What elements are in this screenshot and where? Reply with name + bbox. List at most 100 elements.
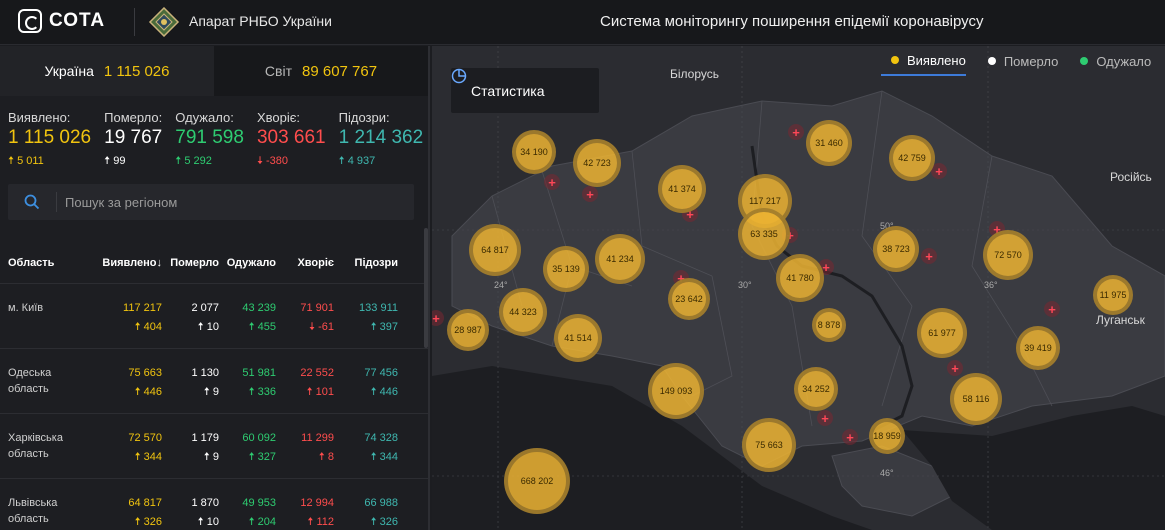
region-case-bubble[interactable]: 72 570 bbox=[983, 230, 1033, 280]
stat-value: 303 661 bbox=[256, 127, 326, 148]
legend-recovered[interactable]: Одужало bbox=[1070, 46, 1151, 76]
statistics-button[interactable]: Статистика bbox=[451, 68, 599, 113]
region-case-bubble[interactable]: 42 759 bbox=[889, 135, 935, 181]
region-case-bubble[interactable]: 75 663 bbox=[742, 418, 796, 472]
region-case-bubble[interactable]: 61 977 bbox=[917, 308, 967, 358]
rnbo-emblem-icon bbox=[148, 7, 180, 37]
region-case-bubble[interactable]: 58 116 bbox=[950, 373, 1002, 425]
col-header-region[interactable]: Область bbox=[8, 256, 55, 269]
region-case-bubble[interactable]: 8 878 bbox=[812, 308, 846, 342]
table-scrollbar[interactable] bbox=[424, 228, 428, 348]
col-header-sick[interactable]: Хворіє bbox=[297, 256, 334, 269]
hospital-pin-icon[interactable]: + bbox=[842, 429, 858, 445]
col-header-detected[interactable]: Виявлено↓ bbox=[95, 257, 162, 269]
cell-died: 1 870 🠅 10 bbox=[162, 495, 219, 530]
delta-value: 112 bbox=[316, 516, 334, 528]
region-case-bubble[interactable]: 28 987 bbox=[447, 309, 489, 351]
hospital-pin-icon[interactable]: + bbox=[582, 186, 598, 202]
value: 1 179 bbox=[191, 432, 219, 444]
pie-chart-icon bbox=[451, 68, 467, 84]
region-name: м. Київ bbox=[8, 302, 44, 314]
delta: 🠅 397 bbox=[370, 321, 398, 333]
table-row[interactable]: Одеська область 75 663 🠅 446 1 130 🠅 9 51 … bbox=[0, 349, 428, 414]
region-case-bubble[interactable]: 34 190 bbox=[512, 130, 556, 174]
table-row[interactable]: м. Київ 117 217 🠅 404 2 077 🠅 10 43 239 🠅 4… bbox=[0, 284, 428, 349]
cell-recovered: 43 239 🠅 455 bbox=[219, 300, 276, 348]
region-case-bubble[interactable]: 41 780 bbox=[776, 254, 824, 302]
stat-sick: Хворіє: 303 661 🠇 -380 bbox=[257, 110, 326, 176]
delta: 🠅 404 bbox=[134, 321, 162, 333]
stat-suspected: Підозри: 1 214 362 🠅 4 937 bbox=[339, 110, 424, 176]
tab-ukraine-value: 1 115 026 bbox=[103, 62, 170, 80]
delta: 🠅 9 bbox=[203, 386, 219, 398]
tab-ukraine[interactable]: Україна 1 115 026 bbox=[0, 46, 214, 96]
region-case-bubble[interactable]: 64 817 bbox=[469, 224, 521, 276]
region-case-bubble[interactable]: 63 335 bbox=[738, 208, 790, 260]
col-header-died[interactable]: Померло bbox=[170, 256, 219, 269]
map-label-lon30: 30° bbox=[738, 280, 752, 290]
delta: 🠅 10 bbox=[197, 516, 219, 528]
region-case-bubble[interactable]: 23 642 bbox=[668, 278, 710, 320]
region-case-bubble[interactable]: 18 959 bbox=[869, 418, 905, 454]
search-input[interactable] bbox=[56, 192, 414, 212]
hospital-pin-icon[interactable]: + bbox=[931, 163, 947, 179]
region-case-bubble[interactable]: 41 374 bbox=[658, 165, 706, 213]
region-case-bubble[interactable]: 668 202 bbox=[504, 448, 570, 514]
region-case-bubble[interactable]: 38 723 bbox=[873, 226, 919, 272]
tab-world[interactable]: Світ 89 607 767 bbox=[214, 46, 428, 96]
region-case-bubble[interactable]: 35 139 bbox=[543, 246, 589, 292]
page-title: Система моніторингу поширення епідемії к… bbox=[600, 13, 984, 30]
hospital-pin-icon[interactable]: + bbox=[432, 310, 444, 326]
hospital-pin-icon[interactable]: + bbox=[1044, 301, 1060, 317]
stat-recovered: Одужало: 791 598 🠅 5 292 bbox=[175, 110, 244, 176]
cell-detected: 117 217 🠅 404 bbox=[95, 300, 162, 348]
delta: 🠅 344 bbox=[134, 451, 162, 463]
delta-value: 10 bbox=[206, 516, 219, 528]
hospital-pin-icon[interactable]: + bbox=[788, 124, 804, 140]
cell-died: 1 179 🠅 9 bbox=[162, 430, 219, 478]
region-name: Харківська область bbox=[8, 432, 63, 460]
col-header-suspected[interactable]: Підозри bbox=[354, 256, 398, 269]
cell-detected: 72 570 🠅 344 bbox=[95, 430, 162, 478]
table-header: Область Виявлено↓ Померло Одужало Хворіє… bbox=[0, 242, 428, 284]
col-header-recovered[interactable]: Одужало bbox=[226, 256, 276, 269]
hospital-pin-icon[interactable]: + bbox=[544, 174, 560, 190]
delta: 🠅 326 bbox=[370, 516, 398, 528]
arrow-down-icon: 🠇 bbox=[256, 155, 267, 167]
stat-value: 1 115 026 bbox=[8, 127, 92, 148]
region-case-bubble[interactable]: 34 252 bbox=[794, 367, 838, 411]
legend-dot-icon bbox=[987, 57, 996, 65]
region-case-bubble[interactable]: 44 323 bbox=[499, 288, 547, 336]
delta-value: 344 bbox=[379, 451, 398, 463]
hospital-pin-icon[interactable]: + bbox=[947, 360, 963, 376]
value: 60 092 bbox=[242, 432, 276, 444]
region-case-bubble[interactable]: 149 093 bbox=[648, 363, 704, 419]
value: 133 911 bbox=[359, 302, 398, 314]
legend-detected[interactable]: Виявлено bbox=[881, 46, 966, 76]
map-legend: Виявлено Померло Одужало bbox=[881, 46, 1151, 76]
delta-value: 404 bbox=[143, 321, 162, 333]
search-icon[interactable] bbox=[8, 194, 56, 210]
region-case-bubble[interactable]: 39 419 bbox=[1016, 326, 1060, 370]
hospital-pin-icon[interactable]: + bbox=[921, 248, 937, 264]
sota-logo[interactable]: СОТА bbox=[18, 9, 105, 33]
region-case-bubble[interactable]: 41 234 bbox=[595, 234, 645, 284]
legend-died[interactable]: Померло bbox=[978, 46, 1058, 76]
map-view[interactable]: Білорусь Російсь Луганськ 24° 30° 36° 50… bbox=[432, 46, 1165, 530]
region-case-bubble[interactable]: 42 723 bbox=[573, 139, 621, 187]
org-name: Апарат РНБО України bbox=[189, 13, 332, 29]
cell-suspected: 133 911 🠅 397 bbox=[334, 300, 398, 348]
table-row[interactable]: Львівська область 64 817 🠅 326 1 870 🠅 10 … bbox=[0, 479, 428, 530]
delta: 🠅 204 bbox=[248, 516, 276, 528]
table-row[interactable]: Харківська область 72 570 🠅 344 1 179 🠅 9 … bbox=[0, 414, 428, 479]
region-case-bubble[interactable]: 41 514 bbox=[554, 314, 602, 362]
region-case-bubble[interactable]: 11 975 bbox=[1093, 275, 1133, 315]
stat-detected: Виявлено: 1 115 026 🠅 5 011 bbox=[8, 110, 91, 176]
hospital-pin-icon[interactable]: + bbox=[817, 410, 833, 426]
value: 77 456 bbox=[364, 367, 398, 379]
region-name: Одеська область bbox=[8, 367, 52, 395]
cell-sick: 12 994 🠅 112 bbox=[276, 495, 334, 530]
region-case-bubble[interactable]: 31 460 bbox=[806, 120, 852, 166]
delta-value: 344 bbox=[143, 451, 162, 463]
stat-title: Померло: bbox=[104, 110, 163, 125]
